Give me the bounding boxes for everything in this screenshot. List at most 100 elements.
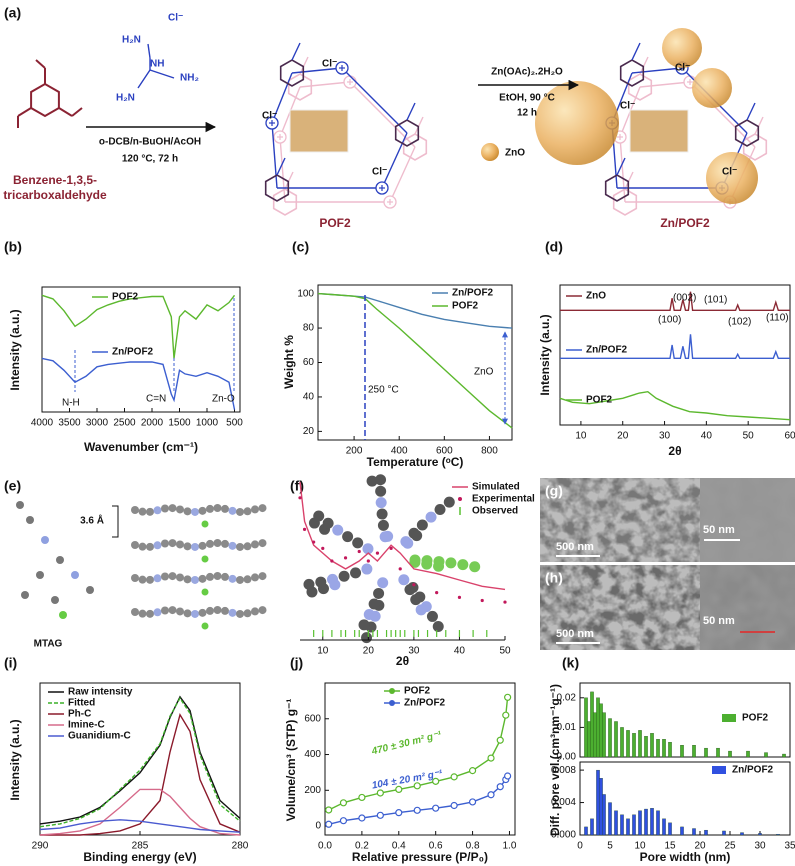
bar: [626, 730, 630, 758]
x-tick-label: 50: [499, 646, 511, 657]
y-tick-label: 100: [297, 288, 314, 299]
panel: (f) 2θ 10 20 30 40 50 SimulatedExperimentalObse…: [290, 478, 535, 668]
benzene-ring: [279, 59, 305, 87]
data-point: [298, 496, 302, 500]
bond: [271, 72, 293, 124]
panel-label: (h): [545, 570, 563, 586]
structure-label: Cl⁻: [262, 111, 277, 122]
legend-label: ZnO: [505, 148, 525, 159]
legend-swatch: [389, 700, 395, 706]
spacing-bracket: [112, 505, 119, 538]
atom: [377, 577, 389, 589]
marker: [432, 777, 440, 785]
atom: [161, 606, 169, 615]
x-tick-label: 200: [346, 446, 363, 457]
marker: [502, 711, 510, 719]
atom: [313, 510, 325, 522]
data-point: [412, 583, 416, 587]
atom: [206, 606, 214, 615]
panel-label: (d): [545, 239, 563, 255]
atom: [416, 519, 428, 531]
scale-bar-label: 500 nm: [556, 541, 594, 553]
atom: [315, 576, 327, 588]
marker: [413, 782, 421, 790]
series-line: [317, 292, 513, 429]
marker: [339, 817, 348, 825]
series-line: [39, 819, 241, 833]
zno-particle: [692, 68, 732, 108]
atom: [402, 537, 414, 549]
atom: [191, 609, 199, 618]
bond: [616, 157, 626, 176]
marker: [504, 772, 512, 780]
legend-label: Experimental: [472, 494, 535, 505]
data-point: [330, 559, 334, 563]
bar: [584, 826, 588, 836]
atom: [433, 560, 445, 572]
atom: [228, 574, 237, 583]
bar: [740, 832, 744, 836]
atom: [258, 572, 267, 581]
data-point: [389, 546, 393, 550]
panel-label: (a): [4, 5, 21, 21]
legend-label: ZnO: [586, 291, 606, 302]
bar: [614, 810, 618, 836]
bar: [596, 697, 600, 758]
bar: [668, 822, 672, 836]
legend-label: Zn/POF2: [732, 765, 774, 776]
benzene-ring: [612, 188, 638, 216]
bar: [599, 778, 603, 836]
x-tick-label: 30: [754, 841, 766, 852]
x-tick-label: 280: [232, 841, 249, 852]
atom: [26, 516, 34, 524]
plot-frame: [579, 682, 791, 758]
atom: [426, 610, 438, 622]
bar: [704, 829, 708, 836]
x-axis-label: Relative pressure (P/P₀): [352, 850, 488, 864]
marker: [496, 736, 504, 744]
x-tick-label: 10: [317, 646, 329, 657]
legend-label: POF2: [404, 686, 431, 697]
data-point: [321, 546, 325, 550]
x-tick-label: 0: [577, 841, 583, 852]
x-tick-label: 30: [659, 431, 671, 442]
atom: [410, 594, 422, 606]
x-tick-label: 25: [724, 841, 736, 852]
panel-label: (k): [562, 655, 579, 671]
atom: [409, 556, 421, 568]
bar: [608, 718, 612, 758]
x-axis-label: Temperature (ᵒC): [367, 455, 464, 469]
x-tick-label: 60: [784, 431, 795, 442]
atom: [361, 632, 373, 644]
marker: [325, 820, 333, 828]
x-tick-label: 600: [436, 446, 453, 457]
atom: [221, 504, 229, 513]
atom: [153, 506, 162, 515]
y-tick-label: 0.00: [557, 752, 577, 763]
marker: [325, 806, 333, 814]
bond: [17, 107, 32, 117]
atom: [131, 608, 139, 616]
data-point: [366, 559, 370, 563]
atom: [131, 574, 139, 582]
marker: [487, 754, 495, 762]
atom: [183, 609, 192, 618]
legend-label: Imine-C: [68, 720, 105, 731]
atom: [198, 541, 207, 550]
structure-label: Cl⁻: [372, 167, 387, 178]
atom: [41, 536, 49, 544]
bond: [137, 69, 151, 89]
atom: [213, 572, 222, 580]
bond: [406, 102, 416, 121]
x-tick-label: 10: [575, 431, 587, 442]
structure-label: Cl⁻: [322, 59, 337, 70]
atom: [36, 571, 44, 579]
atom: [176, 540, 184, 549]
y-tick-label: 0.008: [551, 765, 576, 776]
bond: [414, 116, 424, 135]
legend-label: Zn/POF2: [586, 345, 628, 356]
bond: [35, 59, 46, 69]
bar: [608, 802, 612, 836]
atom: [251, 573, 259, 582]
bond: [276, 157, 286, 176]
